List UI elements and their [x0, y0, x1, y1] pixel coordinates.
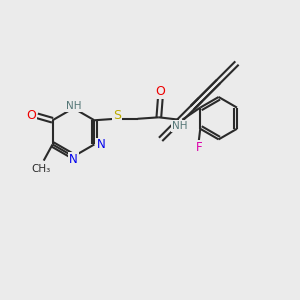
Text: S: S — [113, 109, 121, 122]
Text: NH: NH — [172, 121, 187, 131]
Text: CH₃: CH₃ — [32, 164, 51, 173]
Text: NH: NH — [66, 101, 81, 111]
Text: O: O — [155, 85, 165, 98]
Text: F: F — [196, 141, 202, 154]
Text: N: N — [96, 139, 105, 152]
Text: N: N — [69, 153, 78, 166]
Text: O: O — [26, 109, 36, 122]
